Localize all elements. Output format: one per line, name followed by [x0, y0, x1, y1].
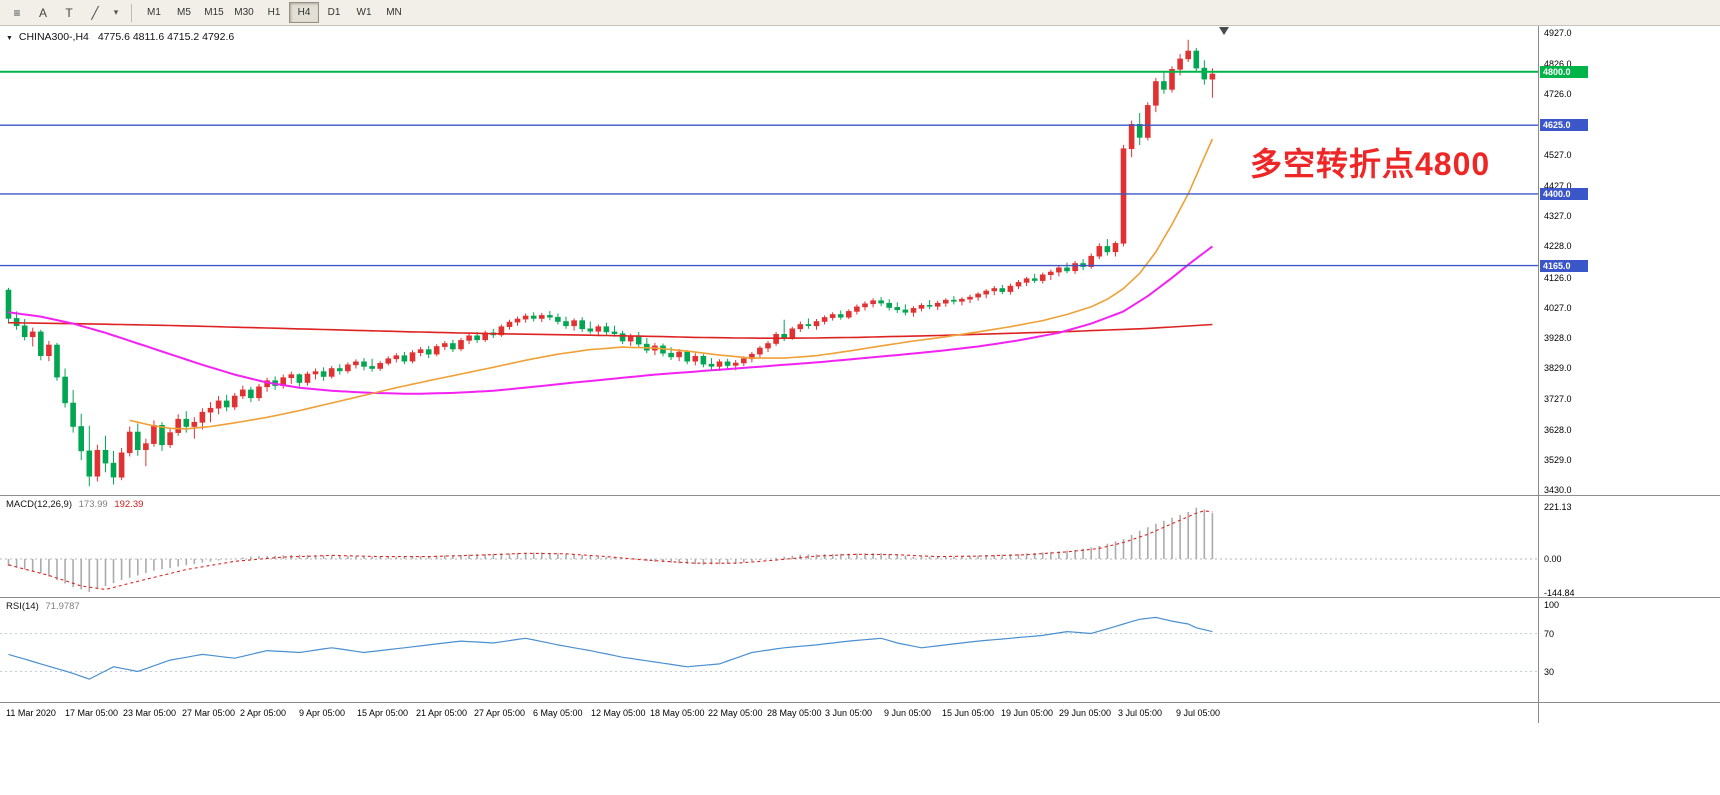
- timeframe-h4[interactable]: H4: [289, 2, 319, 23]
- time-label: 15 Jun 05:00: [942, 708, 995, 718]
- text-tool-icon[interactable]: T: [65, 5, 73, 20]
- chart-title: ▼ CHINA300-,H4 4775.6 4811.6 4715.2 4792…: [6, 31, 234, 43]
- price-tag-4625: 4625.0: [1540, 119, 1588, 131]
- time-label: 11 Mar 2020: [6, 708, 56, 718]
- main-chart-svg[interactable]: [0, 26, 1538, 495]
- timeframe-m1[interactable]: M1: [147, 7, 161, 18]
- rsi-axis-tick: 70: [1544, 629, 1555, 639]
- time-label: 17 Mar 05:00: [65, 708, 119, 718]
- timeframe-m5[interactable]: M5: [177, 7, 191, 18]
- time-label: 9 Jun 05:00: [884, 708, 932, 718]
- price-tag-4400: 4400.0: [1540, 188, 1588, 200]
- time-label: 9 Apr 05:00: [299, 708, 346, 718]
- price-tick: 4126.0: [1544, 273, 1572, 283]
- macd-histogram: [7, 507, 1214, 592]
- macd-name: MACD(12,26,9): [6, 499, 72, 510]
- timeframe-d1[interactable]: D1: [327, 7, 341, 18]
- chart-shift-marker[interactable]: [1219, 27, 1229, 35]
- price-tick: 3529.0: [1544, 455, 1572, 465]
- rsi-axis-tick: 30: [1544, 667, 1555, 677]
- ma-mid-magenta-line[interactable]: [8, 245, 1214, 395]
- ma-slow-red-line[interactable]: [8, 321, 1213, 340]
- time-label: 18 May 05:00: [650, 708, 705, 718]
- time-label: 6 May 05:00: [533, 708, 583, 718]
- price-tick: 4726.0: [1544, 89, 1572, 99]
- price-tick: 3727.0: [1544, 394, 1572, 404]
- time-label: 12 May 05:00: [591, 708, 646, 718]
- macd-signal-line: [8, 510, 1213, 591]
- timeframe-w1[interactable]: W1: [356, 7, 372, 18]
- timeframe-m30[interactable]: M30: [234, 7, 254, 18]
- time-label: 15 Apr 05:00: [357, 708, 409, 718]
- price-tick: 4927.0: [1544, 28, 1572, 38]
- time-label: 3 Jul 05:00: [1118, 708, 1163, 718]
- macd-value-main: 173.99: [78, 499, 108, 510]
- time-axis-border: [0, 702, 1720, 703]
- time-label: 9 Jul 05:00: [1176, 708, 1221, 718]
- rsi-name: RSI(14): [6, 601, 39, 612]
- rsi-value: 71.9787: [45, 601, 80, 612]
- time-axis[interactable]: 11 Mar 2020 17 Mar 05:00 23 Mar 05:00 27 Ma…: [0, 703, 1538, 723]
- price-axis[interactable]: 4927.0 4826.0 4726.0 4527.0 4427.0 4327.0 4228…: [1539, 0, 1599, 795]
- price-tick: 3829.0: [1544, 363, 1572, 373]
- toolbar: ≡ A T ╱ ▾ M1 M5 M15 M30 H1 H4 D1 W1 MN: [0, 0, 1720, 26]
- ma-fast-orange-line[interactable]: [129, 138, 1214, 430]
- time-label: 3 Jun 05:00: [825, 708, 873, 718]
- macd-label: MACD(12,26,9) 173.99 192.39: [6, 499, 143, 510]
- time-label: 29 Jun 05:00: [1059, 708, 1112, 718]
- price-tick: 4228.0: [1544, 241, 1572, 251]
- text-label-tool-icon[interactable]: A: [38, 5, 47, 20]
- macd-axis-tick: 0.00: [1544, 554, 1562, 564]
- candles[interactable]: [5, 39, 1216, 487]
- timeframe-m15[interactable]: M15: [204, 7, 224, 18]
- macd-svg[interactable]: [0, 496, 1538, 597]
- macd-axis-tick: 221.13: [1544, 502, 1572, 512]
- time-label: 22 May 05:00: [708, 708, 763, 718]
- chart-mode-icon[interactable]: ≡: [13, 5, 21, 20]
- toolbar-separator: [131, 3, 132, 22]
- time-label: 27 Apr 05:00: [474, 708, 526, 718]
- pane-separator-rsi[interactable]: [0, 597, 1720, 598]
- price-tag-4800: 4800.0: [1540, 66, 1588, 78]
- timeframe-h1[interactable]: H1: [267, 7, 281, 18]
- time-label: 2 Apr 05:00: [240, 708, 287, 718]
- rsi-axis-tick: 100: [1544, 600, 1560, 610]
- price-axis-border: [1538, 26, 1539, 723]
- timeframe-mn[interactable]: MN: [386, 7, 402, 18]
- symbol-label: CHINA300-,H4: [18, 31, 89, 43]
- rsi-label: RSI(14) 71.9787: [6, 601, 80, 612]
- price-tick: 4427.0: [1544, 181, 1572, 191]
- macd-axis-tick: -144.84: [1544, 588, 1575, 598]
- time-label: 28 May 05:00: [767, 708, 822, 718]
- price-tick: 3628.0: [1544, 425, 1572, 435]
- time-label: 21 Apr 05:00: [416, 708, 468, 718]
- price-tick: 3928.0: [1544, 333, 1572, 343]
- macd-value-signal: 192.39: [114, 499, 144, 510]
- annotation-text: 多空转折点4800: [1250, 146, 1491, 182]
- tools-group: ≡ A T ╱ ▾: [4, 2, 124, 24]
- price-tick: 3430.0: [1544, 485, 1572, 495]
- time-label: 23 Mar 05:00: [123, 708, 177, 718]
- price-tick: 4826.0: [1544, 59, 1572, 69]
- price-tick: 4027.0: [1544, 303, 1572, 313]
- pane-separator-macd[interactable]: [0, 495, 1720, 496]
- draw-tools-icon[interactable]: ╱: [91, 5, 99, 20]
- draw-tools-caret-icon[interactable]: ▾: [113, 7, 119, 17]
- timeframe-group: M1 M5 M15 M30 H1 H4 D1 W1 MN: [139, 2, 409, 23]
- symbol-dropdown-icon[interactable]: ▼: [6, 35, 13, 42]
- rsi-svg[interactable]: [0, 598, 1538, 702]
- time-label: 27 Mar 05:00: [182, 708, 236, 718]
- price-tag-4165: 4165.0: [1540, 260, 1588, 272]
- ohlc-values: 4775.6 4811.6 4715.2 4792.6: [97, 31, 235, 43]
- rsi-line: [8, 616, 1213, 680]
- time-label: 19 Jun 05:00: [1001, 708, 1054, 718]
- price-tick: 4527.0: [1544, 150, 1572, 160]
- price-tick: 4327.0: [1544, 211, 1572, 221]
